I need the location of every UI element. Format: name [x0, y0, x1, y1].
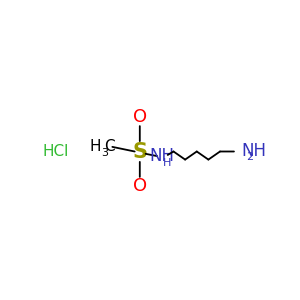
Text: NH: NH: [241, 142, 266, 160]
Text: 3: 3: [101, 148, 108, 158]
Text: C: C: [104, 140, 114, 154]
Text: HCl: HCl: [43, 144, 69, 159]
Text: 2: 2: [246, 152, 253, 162]
Text: S: S: [132, 142, 147, 161]
Text: O: O: [133, 108, 147, 126]
Text: H: H: [163, 158, 171, 168]
Text: O: O: [133, 177, 147, 195]
Text: NH: NH: [149, 147, 174, 165]
Text: H: H: [90, 140, 101, 154]
